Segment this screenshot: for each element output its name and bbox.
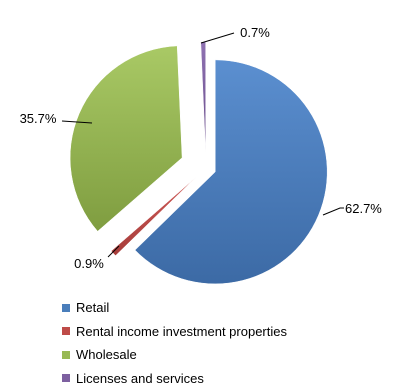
data-label-retail: 62.7% [345, 201, 382, 216]
legend-item-retail: Retail [62, 296, 287, 320]
legend-item-wholesale: Wholesale [62, 343, 287, 367]
legend-swatch-rental-income [62, 327, 70, 336]
legend-swatch-retail [62, 303, 70, 312]
pie-slice-wholesale [69, 45, 183, 232]
legend-swatch-wholesale [62, 350, 70, 359]
legend-label-rental-income: Rental income investment properties [76, 323, 287, 339]
leader-line-retail [322, 207, 344, 216]
legend-label-wholesale: Wholesale [76, 347, 137, 363]
pie-slice-retail [134, 59, 328, 285]
data-label-wholesale: 35.7% [20, 111, 57, 126]
legend-label-retail: Retail [76, 300, 110, 316]
leader-line-wholesale [61, 120, 93, 124]
legend: Retail Rental income investment properti… [62, 296, 287, 390]
legend-item-rental-income: Rental income investment properties [62, 320, 287, 344]
legend-item-licenses: Licenses and services [62, 367, 287, 391]
pie-slice-rental-income [110, 177, 196, 257]
data-label-rental-income: 0.9% [74, 256, 104, 271]
pie-chart: 62.7% 0.9% 35.7% 0.7% [20, 25, 382, 285]
leader-line-rental-income [107, 245, 120, 258]
pie-slice-licenses [200, 41, 206, 155]
legend-swatch-licenses [62, 374, 70, 383]
leader-line-licenses [200, 32, 235, 44]
data-label-licenses: 0.7% [240, 25, 270, 40]
legend-label-licenses: Licenses and services [76, 370, 204, 386]
